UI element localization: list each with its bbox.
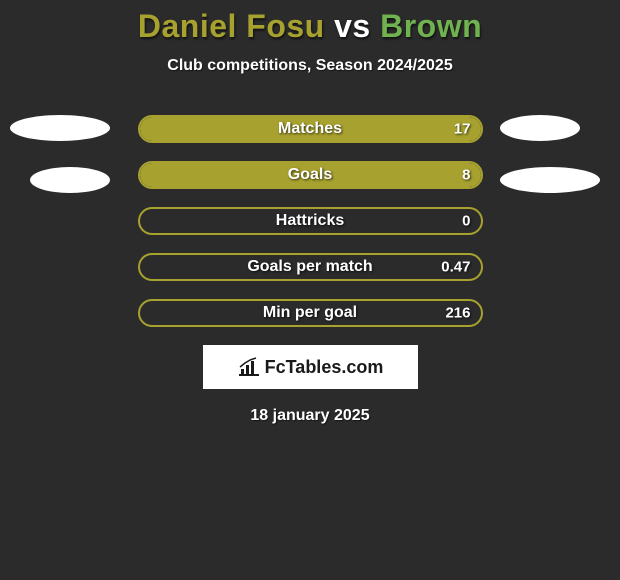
stat-rows: Matches 17 Goals 8 Hattricks 0 Goals per match… [138, 115, 483, 327]
stat-row: Min per goal 216 [138, 299, 483, 327]
subtitle: Club competitions, Season 2024/2025 [0, 57, 620, 75]
stat-value: 0.47 [441, 259, 470, 276]
stat-row: Hattricks 0 [138, 207, 483, 235]
stat-value: 17 [454, 121, 471, 138]
decorative-ellipse [30, 167, 110, 193]
stat-label: Goals [288, 166, 332, 184]
stat-row: Matches 17 [138, 115, 483, 143]
date-text: 18 january 2025 [0, 407, 620, 425]
page-title: Daniel Fosu vs Brown [0, 8, 620, 45]
logo-box[interactable]: FcTables.com [203, 345, 418, 389]
stat-value: 8 [462, 167, 470, 184]
stat-value: 216 [445, 305, 470, 322]
bar-chart-icon [237, 357, 261, 377]
stat-label: Min per goal [263, 304, 357, 322]
stats-area: Matches 17 Goals 8 Hattricks 0 Goals per match… [0, 115, 620, 327]
decorative-ellipse [500, 115, 580, 141]
stat-label: Matches [278, 120, 342, 138]
stat-label: Hattricks [276, 212, 344, 230]
title-vs: vs [325, 8, 380, 44]
stat-value: 0 [462, 213, 470, 230]
logo-text: FcTables.com [265, 357, 384, 378]
infographic-container: Daniel Fosu vs Brown Club competitions, … [0, 0, 620, 425]
title-player1: Daniel Fosu [138, 8, 325, 44]
stat-label: Goals per match [247, 258, 372, 276]
decorative-ellipse [500, 167, 600, 193]
title-player2: Brown [380, 8, 482, 44]
stat-row: Goals per match 0.47 [138, 253, 483, 281]
decorative-ellipse [10, 115, 110, 141]
stat-row: Goals 8 [138, 161, 483, 189]
